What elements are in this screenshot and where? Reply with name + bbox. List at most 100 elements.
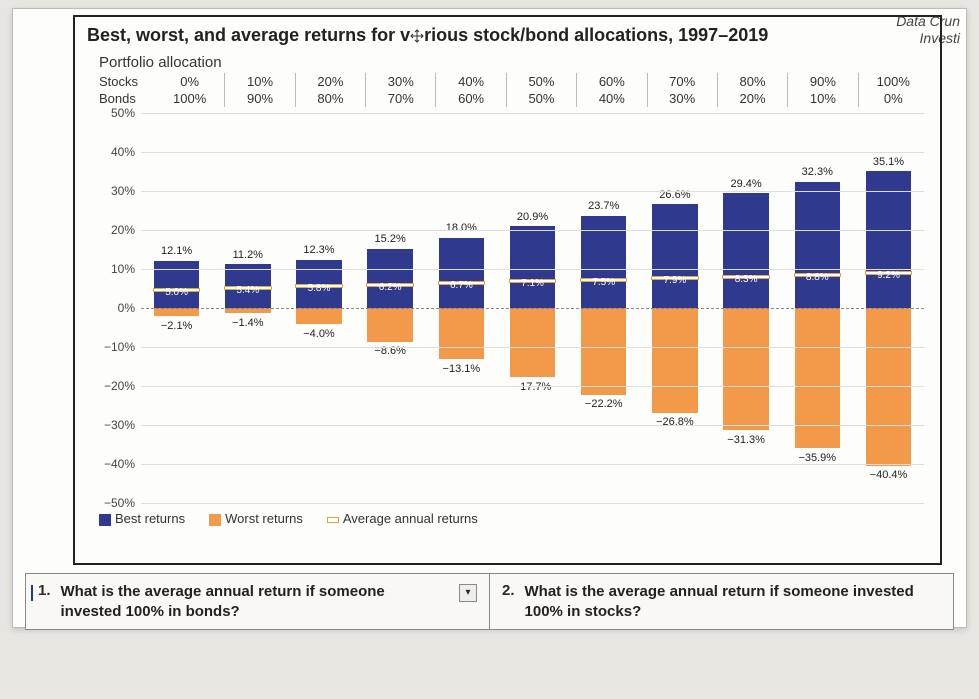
row-label-stocks: Stocks (99, 74, 155, 89)
avg-value-label: 5.8% (308, 283, 331, 294)
bonds-cell: 90% (224, 90, 294, 107)
best-value-label: 12.3% (303, 244, 334, 256)
stocks-cell: 10% (224, 73, 294, 90)
bonds-cell: 40% (576, 90, 646, 107)
stocks-cell: 100% (858, 73, 928, 90)
avg-value-label: 7.9% (664, 275, 687, 286)
worksheet-sheet: Data Crun Investi Best, worst, and avera… (12, 8, 967, 628)
bonds-cell: 100% (155, 90, 224, 107)
stocks-cells: 0%10%20%30%40%50%60%70%80%90%100% (155, 73, 928, 90)
legend-worst-label: Worst returns (225, 511, 303, 526)
worst-value-label: −22.2% (585, 398, 623, 410)
best-bar (367, 249, 413, 308)
y-axis-label: 10% (95, 262, 135, 276)
best-bar (723, 193, 769, 308)
stocks-cell: 20% (295, 73, 365, 90)
y-axis-label: −40% (95, 457, 135, 471)
allocation-row-stocks: Stocks 0%10%20%30%40%50%60%70%80%90%100% (87, 73, 928, 90)
chart-legend: Best returns Worst returns Average annua… (87, 511, 928, 526)
worst-bar (296, 308, 342, 324)
worst-bar (439, 308, 485, 359)
best-value-label: 12.1% (161, 245, 192, 257)
y-axis-label: 50% (95, 106, 135, 120)
gridline (141, 191, 924, 192)
swatch-worst (209, 514, 221, 526)
gridline (141, 503, 924, 504)
gridline (141, 347, 924, 348)
row-label-bonds: Bonds (99, 91, 155, 106)
bonds-cell: 50% (506, 90, 576, 107)
worst-bar (367, 308, 413, 342)
worst-value-label: −1.4% (232, 317, 264, 329)
q1-number: 1. (38, 582, 51, 621)
y-axis-label: −20% (95, 379, 135, 393)
worst-bar (510, 308, 556, 377)
worst-value-label: −2.1% (161, 320, 193, 332)
y-axis-label: −30% (95, 418, 135, 432)
avg-value-label: 7.5% (592, 277, 615, 288)
best-value-label: 35.1% (873, 156, 904, 168)
title-part-2: rious stock/bond allocations, 1997–2019 (424, 25, 768, 45)
worst-bar (652, 308, 698, 413)
bonds-cell: 10% (787, 90, 857, 107)
stocks-cell: 50% (506, 73, 576, 90)
q1-text: What is the average annual return if som… (61, 582, 449, 621)
stocks-cell: 60% (576, 73, 646, 90)
best-bar (795, 182, 841, 308)
avg-value-label: 8.3% (735, 274, 758, 285)
bonds-cell: 60% (435, 90, 505, 107)
swatch-best (99, 514, 111, 526)
stocks-cell: 0% (155, 73, 224, 90)
y-axis-label: 20% (95, 223, 135, 237)
y-axis-label: 30% (95, 184, 135, 198)
dropdown-icon[interactable]: ▾ (459, 584, 477, 602)
legend-best-label: Best returns (115, 511, 185, 526)
chart-plot-area: 12.1%−2.1%5.0%11.2%−1.4%5.4%12.3%−4.0%5.… (141, 113, 924, 503)
y-axis-label: −10% (95, 340, 135, 354)
y-axis-label: 0% (95, 301, 135, 315)
best-bar (439, 238, 485, 308)
avg-value-label: 6.7% (450, 280, 473, 291)
question-1: 1. What is the average annual return if … (26, 574, 489, 629)
legend-best: Best returns (99, 511, 185, 526)
best-value-label: 32.3% (802, 166, 833, 178)
legend-avg-label: Average annual returns (343, 511, 478, 526)
best-value-label: 23.7% (588, 200, 619, 212)
allocation-row-bonds: Bonds 100%90%80%70%60%50%40%30%20%10%0% (87, 90, 928, 107)
stocks-cell: 90% (787, 73, 857, 90)
best-value-label: 20.9% (517, 211, 548, 223)
worst-value-label: −26.8% (656, 416, 694, 428)
bonds-cell: 0% (858, 90, 928, 107)
gridline (141, 230, 924, 231)
best-value-label: 29.4% (730, 178, 761, 190)
swatch-avg (327, 517, 339, 523)
bonds-cell: 20% (717, 90, 787, 107)
y-axis-label: 40% (95, 145, 135, 159)
gridline (141, 386, 924, 387)
bonds-cell: 70% (365, 90, 435, 107)
bonds-cell: 80% (295, 90, 365, 107)
title-part-1: Best, worst, and average returns for v (87, 25, 410, 45)
best-bar (510, 226, 556, 308)
worst-bar (795, 308, 841, 448)
worst-value-label: −40.4% (870, 469, 908, 481)
stocks-cell: 70% (647, 73, 717, 90)
avg-value-label: 9.2% (877, 270, 900, 281)
worst-value-label: −13.1% (443, 363, 481, 375)
question-2: 2. What is the average annual return if … (489, 574, 953, 629)
questions-row: 1. What is the average annual return if … (25, 573, 954, 630)
gridline (141, 113, 924, 114)
bonds-cells: 100%90%80%70%60%50%40%30%20%10%0% (155, 90, 928, 107)
legend-worst: Worst returns (209, 511, 303, 526)
chart-container: Best, worst, and average returns for v ri… (73, 15, 942, 565)
move-cursor-icon (410, 27, 424, 41)
stocks-cell: 40% (435, 73, 505, 90)
gridline (141, 464, 924, 465)
best-value-label: 18.0% (446, 222, 477, 234)
bonds-cell: 30% (647, 90, 717, 107)
worst-bar (581, 308, 627, 395)
worst-value-label: −4.0% (303, 328, 335, 340)
worst-value-label: −35.9% (798, 452, 836, 464)
q2-text: What is the average annual return if som… (525, 582, 941, 621)
y-axis-label: −50% (95, 496, 135, 510)
